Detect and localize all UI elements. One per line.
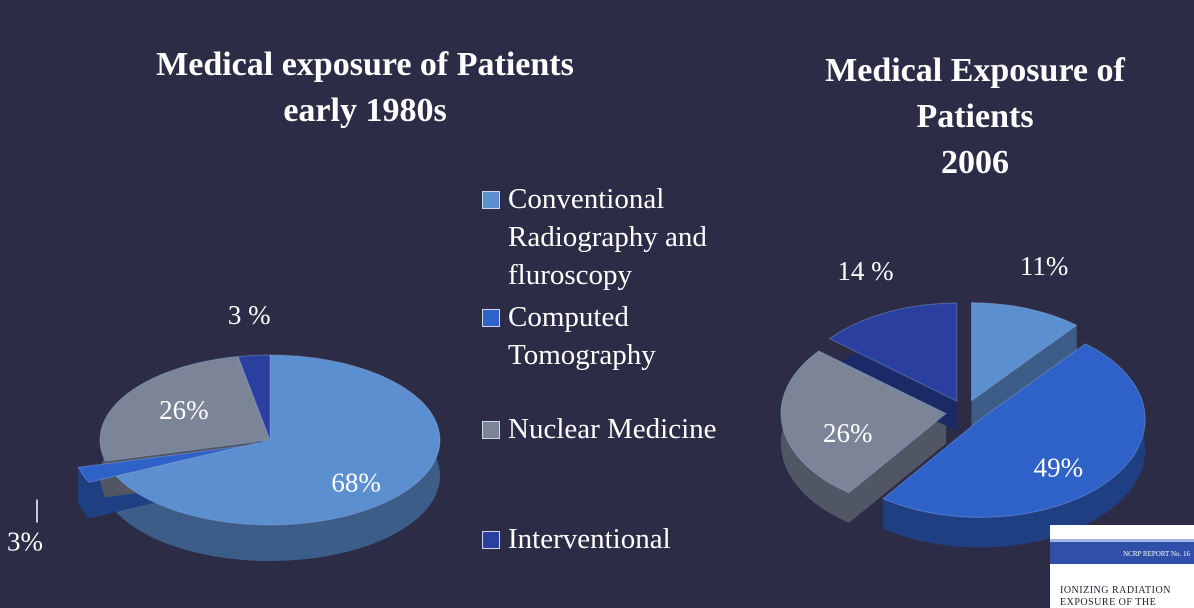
data-label: 68% [331,468,381,498]
report-cover: NCRP REPORT No. 16 IONIZING RADIATION EX… [1050,525,1194,608]
legend-swatch [482,531,500,549]
legend-entry: Interventional [480,520,778,558]
data-label: 49% [1034,453,1084,483]
legend-label: Computed Tomography [508,301,656,371]
chart-title: Medical exposure of Patients early 1980s [156,46,574,129]
data-label: 26% [823,418,873,448]
data-label: 14 % [837,256,893,286]
slice [237,354,271,441]
data-label: 11% [1020,251,1069,281]
slice [882,343,1146,518]
cover-label: NCRP REPORT No. 16 [1123,550,1190,558]
legend-entry: Nuclear Medicine [480,410,778,448]
slice [77,445,244,483]
slice [971,302,1078,402]
data-label: 26% [159,395,209,425]
legend-entry: Conventional Radiography and fluroscopy [480,180,778,294]
legend-swatch [482,191,500,209]
data-label: 3 % [228,300,271,330]
slice [99,355,271,462]
legend-entry: Computed Tomography [480,298,778,374]
chart-title: Medical Exposure of Patients 2006 [825,52,1125,181]
cover-title: IONIZING RADIATION EXPOSURE OF THE [1060,585,1171,608]
slice-shade [883,343,1146,548]
slice [780,350,947,494]
cover-stripe [1050,539,1194,564]
data-label: 3% [7,527,43,557]
legend-swatch [482,309,500,327]
slice-side [883,343,1146,548]
legend-swatch [482,421,500,439]
legend-label: Interventional [508,523,671,555]
legend-label: Nuclear Medicine [508,413,717,445]
slice [115,354,441,526]
legend-label: Conventional Radiography and fluroscopy [508,183,707,291]
slice [828,302,958,402]
